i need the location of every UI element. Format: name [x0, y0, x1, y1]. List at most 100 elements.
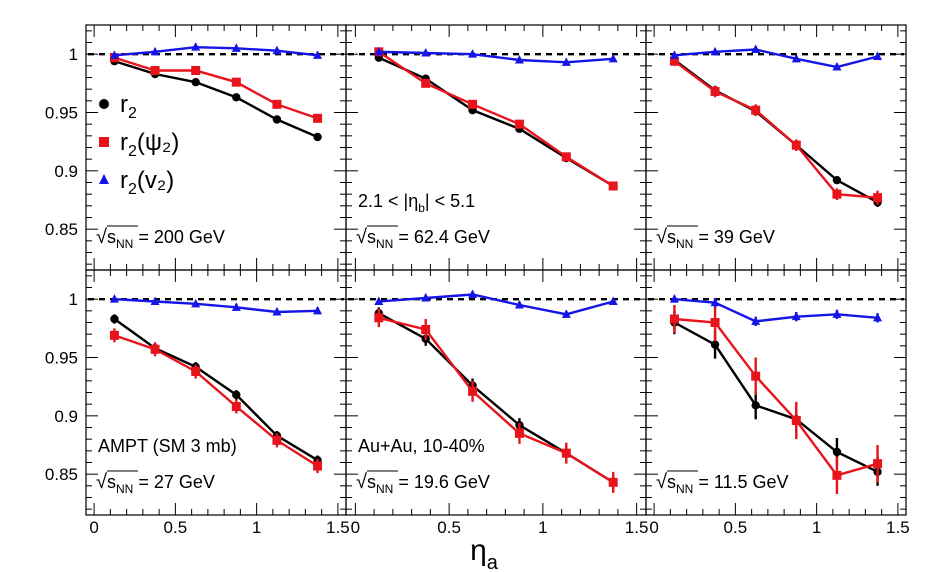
legend-item-r2: r2 [99, 91, 137, 122]
data-point [710, 340, 720, 349]
data-point [374, 313, 384, 323]
data-point [791, 416, 801, 425]
series-r2(v2) [374, 289, 618, 318]
series-r2(v2) [374, 46, 618, 66]
data-point [710, 297, 720, 307]
data-point [109, 294, 119, 303]
panel-1: √sNN = 200 GeV [85, 24, 347, 271]
panel-2: √sNN = 62.4 GeV 2.1 < |ηb| < 5.1 [345, 24, 647, 271]
series-line [114, 297, 318, 314]
energy-label: √sNN = 11.5 GeV [656, 471, 789, 496]
panels-group: √sNN = 200 GeV √sNN = 62.4 GeV 2.1 < |ηb| … [85, 24, 907, 516]
data-point [873, 459, 883, 469]
series-line [114, 56, 318, 120]
data-point [791, 140, 801, 150]
panel-frame [645, 24, 907, 271]
legend-label: r2(ψ₂) [120, 129, 179, 160]
series-line [378, 293, 614, 316]
y-tick-label: 1 [69, 45, 78, 64]
x-tick-label: 0 [649, 518, 658, 537]
legend-item-psi: r2(ψ₂) [99, 129, 179, 160]
y-tick-label: 1 [69, 290, 78, 309]
series-line [378, 50, 614, 64]
data-point [561, 448, 571, 458]
panel-6: √sNN = 11.5 GeV [645, 269, 907, 516]
series-line [673, 59, 879, 204]
data-point [272, 435, 282, 445]
panel-frame [345, 24, 647, 271]
data-point [751, 44, 761, 53]
legend-label: r2 [120, 91, 137, 122]
data-point [150, 296, 160, 305]
data-point [514, 300, 524, 309]
x-tick-label: 1.5 [326, 518, 350, 537]
data-point [313, 113, 323, 123]
data-point [110, 314, 119, 324]
series-line [673, 321, 879, 473]
data-point [191, 298, 201, 308]
data-point [608, 53, 618, 63]
y-tick-label: 0.95 [45, 349, 78, 368]
data-point [231, 77, 241, 87]
y-tick-label: 0.9 [54, 162, 78, 181]
series-r2 [110, 56, 322, 142]
data-point [832, 62, 842, 71]
data-point [109, 50, 119, 59]
legend-marker [99, 99, 109, 109]
legend-item-v2: r2(v₂) [99, 167, 174, 198]
series-line [114, 334, 319, 468]
data-point [710, 87, 720, 96]
data-point [608, 477, 618, 487]
data-point [231, 402, 241, 411]
data-point [150, 66, 160, 75]
series-line [378, 50, 614, 188]
data-point [751, 105, 761, 115]
panel-annotation: AMPT (SM 3 mb) [98, 436, 237, 456]
series-r2(psi2) [109, 328, 323, 473]
data-point [751, 401, 760, 410]
legend-marker [99, 174, 109, 184]
y-tick-label: 0.85 [45, 465, 78, 484]
data-point [832, 309, 842, 318]
panel-frame [345, 269, 647, 516]
y-tick-label: 0.85 [45, 220, 78, 239]
data-point [468, 386, 478, 396]
x-tick-label: 0.5 [724, 518, 748, 537]
series-r2(psi2) [374, 308, 618, 493]
x-tick-label: 0.5 [437, 518, 461, 537]
data-point [751, 371, 761, 381]
data-point [832, 447, 842, 457]
x-tick-label: 1.5 [886, 518, 910, 537]
data-point [421, 293, 431, 302]
x-tick-label: 0 [89, 518, 98, 537]
series-r2(psi2) [669, 303, 883, 494]
data-point [832, 175, 842, 185]
energy-label: √sNN = 200 GeV [96, 226, 225, 251]
data-point [313, 50, 323, 59]
x-tick-label: 1 [538, 518, 547, 537]
series-line [674, 317, 878, 477]
legend: r2 r2(ψ₂) r2(v₂) [99, 91, 179, 198]
series-line [114, 60, 319, 139]
data-point [150, 344, 160, 354]
x-tick-label: 0 [351, 518, 360, 537]
series-line [378, 56, 614, 188]
data-point [421, 48, 431, 57]
data-point [231, 43, 241, 52]
data-point [313, 305, 323, 315]
data-point [832, 189, 842, 199]
panel-4: √sNN = 27 GeV AMPT (SM 3 mb) [85, 269, 347, 516]
y-axis-tick-labels: 0.85 0.9 0.95 1 0.85 0.9 0.95 1 [45, 45, 78, 484]
legend-marker [99, 137, 109, 147]
data-point [191, 42, 201, 51]
energy-label: √sNN = 62.4 GeV [356, 226, 490, 251]
series-r2(psi2) [669, 56, 883, 205]
data-point [272, 99, 282, 109]
series-r2(v2) [109, 294, 323, 316]
data-point [191, 66, 201, 75]
data-point [791, 311, 801, 321]
data-point [561, 309, 571, 318]
data-point [191, 367, 201, 376]
series-r2(v2) [669, 294, 883, 326]
